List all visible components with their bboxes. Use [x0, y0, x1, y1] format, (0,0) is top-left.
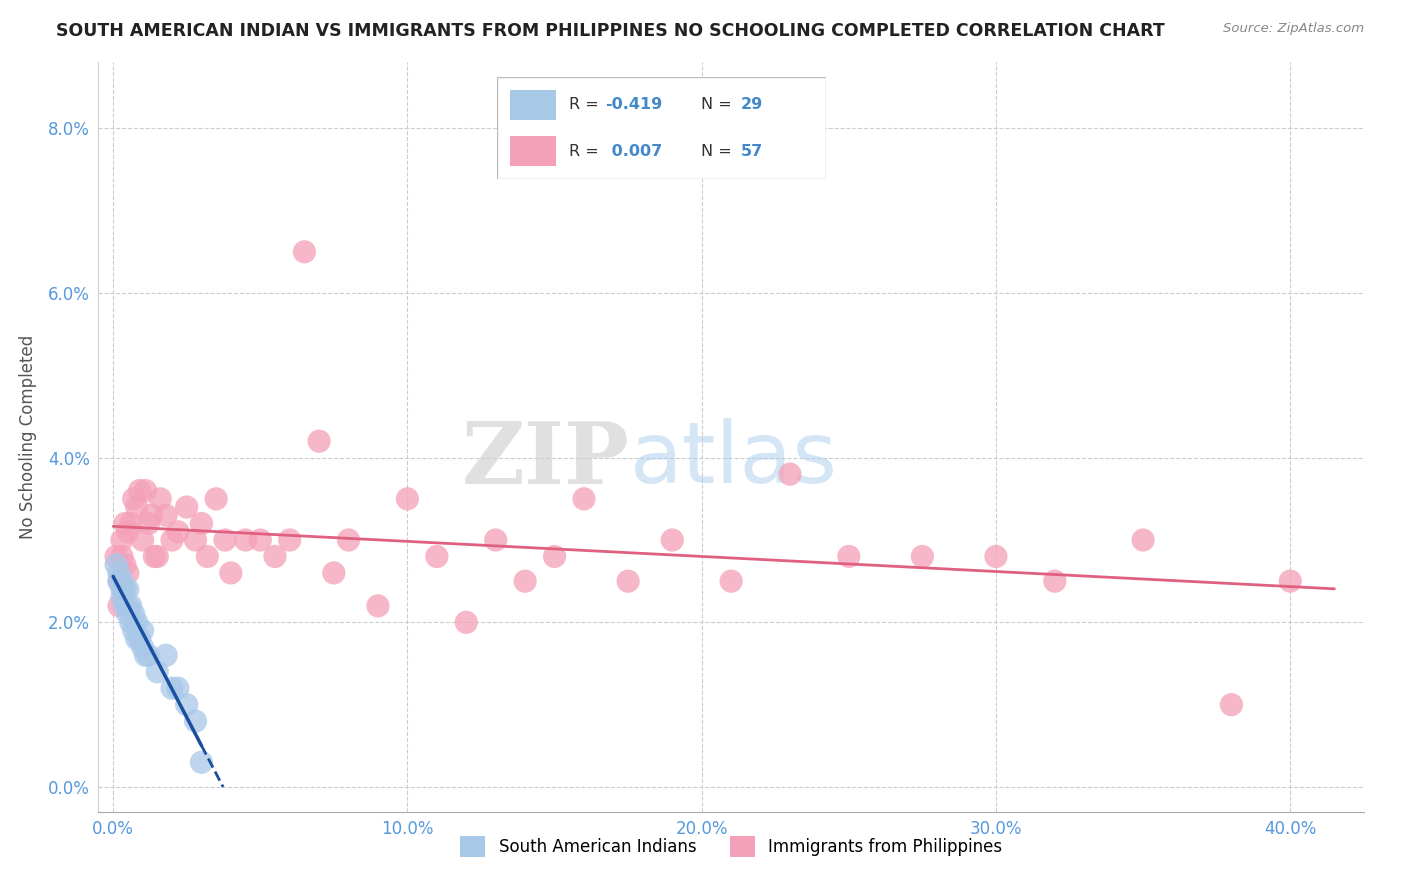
- Point: [617, 574, 640, 589]
- Point: [146, 665, 169, 679]
- Point: [128, 483, 150, 498]
- Text: SOUTH AMERICAN INDIAN VS IMMIGRANTS FROM PHILIPPINES NO SCHOOLING COMPLETED CORR: SOUTH AMERICAN INDIAN VS IMMIGRANTS FROM…: [56, 22, 1166, 40]
- Point: [190, 756, 212, 770]
- Point: [167, 524, 190, 539]
- Point: [111, 549, 134, 564]
- Point: [167, 681, 190, 696]
- Point: [294, 244, 316, 259]
- Point: [160, 533, 183, 547]
- Point: [108, 574, 131, 589]
- Point: [720, 574, 742, 589]
- Point: [108, 599, 131, 613]
- Point: [572, 491, 595, 506]
- Text: atlas: atlas: [630, 418, 838, 501]
- Point: [184, 533, 207, 547]
- Point: [134, 648, 156, 663]
- Point: [143, 549, 166, 564]
- Point: [108, 566, 131, 580]
- Point: [160, 681, 183, 696]
- Point: [117, 607, 139, 621]
- Point: [543, 549, 565, 564]
- Point: [105, 558, 128, 572]
- Point: [235, 533, 257, 547]
- Point: [155, 508, 177, 523]
- Point: [176, 500, 198, 514]
- Point: [111, 591, 134, 605]
- Point: [1043, 574, 1066, 589]
- Point: [122, 491, 145, 506]
- Point: [134, 483, 156, 498]
- Point: [131, 533, 153, 547]
- Point: [117, 566, 139, 580]
- Point: [114, 582, 136, 597]
- Point: [984, 549, 1007, 564]
- Point: [111, 533, 134, 547]
- Point: [205, 491, 228, 506]
- Point: [125, 632, 148, 646]
- Point: [114, 516, 136, 531]
- Point: [120, 599, 142, 613]
- Point: [1132, 533, 1154, 547]
- Point: [214, 533, 236, 547]
- Text: Source: ZipAtlas.com: Source: ZipAtlas.com: [1223, 22, 1364, 36]
- Point: [111, 582, 134, 597]
- Point: [131, 624, 153, 638]
- Point: [122, 607, 145, 621]
- Point: [111, 574, 134, 589]
- Text: ZIP: ZIP: [463, 417, 630, 501]
- Point: [485, 533, 508, 547]
- Point: [108, 574, 131, 589]
- Point: [1279, 574, 1302, 589]
- Point: [117, 582, 139, 597]
- Point: [219, 566, 242, 580]
- Point: [190, 516, 212, 531]
- Point: [149, 491, 172, 506]
- Point: [114, 599, 136, 613]
- Point: [122, 624, 145, 638]
- Point: [249, 533, 271, 547]
- Point: [426, 549, 449, 564]
- Point: [456, 615, 478, 630]
- Y-axis label: No Schooling Completed: No Schooling Completed: [18, 335, 37, 539]
- Point: [138, 516, 160, 531]
- Point: [105, 549, 128, 564]
- Point: [322, 566, 344, 580]
- Point: [120, 615, 142, 630]
- Point: [184, 714, 207, 728]
- Point: [125, 500, 148, 514]
- Point: [195, 549, 218, 564]
- Point: [117, 524, 139, 539]
- Point: [1220, 698, 1243, 712]
- Point: [396, 491, 419, 506]
- Point: [155, 648, 177, 663]
- Point: [838, 549, 860, 564]
- Point: [114, 558, 136, 572]
- Point: [367, 599, 389, 613]
- Point: [779, 467, 801, 482]
- Point: [120, 516, 142, 531]
- Point: [911, 549, 934, 564]
- Point: [138, 648, 160, 663]
- Point: [141, 508, 163, 523]
- Point: [131, 640, 153, 654]
- Point: [278, 533, 301, 547]
- Point: [125, 615, 148, 630]
- Legend: South American Indians, Immigrants from Philippines: South American Indians, Immigrants from …: [454, 830, 1008, 863]
- Point: [176, 698, 198, 712]
- Point: [146, 549, 169, 564]
- Point: [128, 632, 150, 646]
- Point: [308, 434, 330, 449]
- Point: [337, 533, 360, 547]
- Point: [264, 549, 287, 564]
- Point: [117, 599, 139, 613]
- Point: [661, 533, 683, 547]
- Point: [513, 574, 536, 589]
